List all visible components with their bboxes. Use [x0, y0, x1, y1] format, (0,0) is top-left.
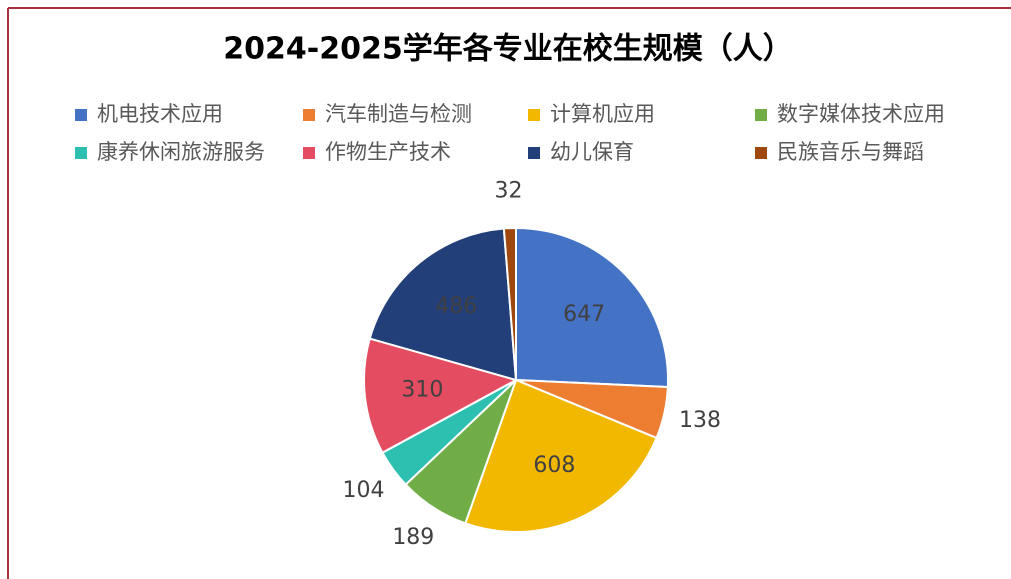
legend-label: 幼儿保育: [550, 140, 634, 164]
legend-swatch: [75, 147, 87, 159]
legend-swatch: [755, 147, 767, 159]
legend-label: 汽车制造与检测: [325, 102, 472, 126]
data-label: 189: [392, 525, 434, 550]
data-label: 310: [401, 377, 443, 402]
pie-slice: [464, 378, 658, 533]
legend-swatch: [75, 109, 87, 121]
legend-label: 计算机应用: [550, 102, 655, 126]
legend-label: 康养休闲旅游服务: [97, 140, 265, 164]
pie-slice: [368, 227, 518, 382]
chart-title: 2024-2025学年各专业在校生规模（人）: [223, 32, 792, 67]
pie-slice: [363, 337, 519, 455]
legend-label: 机电技术应用: [97, 102, 223, 126]
legend-swatch: [303, 109, 315, 121]
pie-slice: [502, 226, 517, 381]
legend-swatch: [303, 147, 315, 159]
data-label: 138: [679, 408, 721, 433]
data-label: 608: [533, 453, 575, 478]
legend-label: 作物生产技术: [325, 140, 451, 164]
data-label: 486: [435, 294, 477, 319]
legend-swatch: [528, 109, 540, 121]
data-label: 32: [494, 179, 522, 204]
legend-label: 数字媒体技术应用: [777, 102, 945, 126]
legend-label: 民族音乐与舞蹈: [777, 140, 924, 164]
data-label: 647: [563, 302, 605, 327]
legend-swatch: [528, 147, 540, 159]
data-label: 104: [343, 478, 385, 503]
legend-swatch: [755, 109, 767, 121]
pie-slice: [515, 226, 669, 389]
